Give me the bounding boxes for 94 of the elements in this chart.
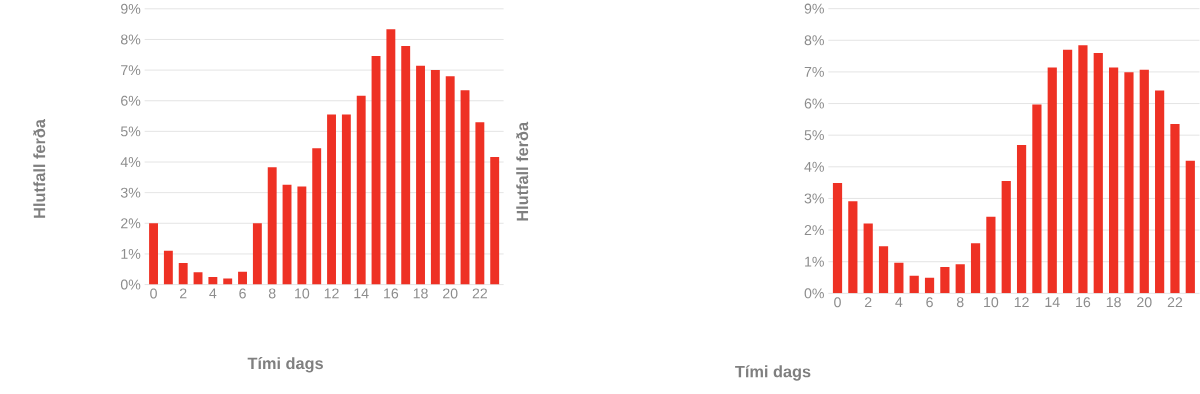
x-tick-label: 10 (984, 297, 999, 308)
bar (267, 167, 277, 285)
bar (1078, 45, 1088, 294)
bar (327, 114, 336, 285)
x-tick-label: 4 (209, 288, 217, 299)
x-tick-label: 20 (443, 288, 458, 299)
x-tick-label: 6 (239, 288, 246, 299)
x-tick-label: 12 (324, 288, 339, 299)
bar (970, 243, 981, 294)
y-tick-label: 4% (120, 157, 141, 167)
bar (297, 186, 307, 285)
y-tick-label: 1% (805, 256, 824, 267)
bar (163, 250, 173, 285)
y-tick-label: 8% (120, 34, 141, 45)
bar (341, 114, 351, 285)
y-axis-title: Hlutfall ferða (33, 118, 46, 218)
bar (1139, 69, 1149, 294)
x-tick-label: 8 (268, 288, 276, 299)
x-tick-label: 12 (1014, 297, 1029, 308)
x-tick-label: 10 (295, 288, 310, 299)
bar (1032, 104, 1042, 294)
x-tick-label: 16 (384, 288, 399, 299)
x-tick-label: 14 (354, 288, 369, 299)
x-tick-label: 20 (1137, 297, 1152, 308)
bar (1062, 49, 1073, 294)
bar (863, 223, 873, 294)
y-tick-label: 3% (120, 187, 141, 198)
bar (252, 223, 262, 285)
bar (386, 29, 396, 285)
bar (832, 182, 843, 294)
bar (430, 70, 440, 285)
x-tick-label: 22 (472, 288, 488, 299)
x-axis-title: Tími dags (735, 365, 811, 381)
bar (149, 223, 158, 285)
y-tick-label: 8% (804, 35, 824, 46)
x-tick-label: 18 (413, 288, 428, 299)
bar (460, 90, 470, 285)
y-tick-label: 3% (804, 193, 824, 204)
bar (1170, 124, 1180, 294)
x-tick-label: 14 (1045, 297, 1060, 307)
bar (1047, 67, 1057, 294)
x-tick-label: 0 (834, 297, 841, 308)
y-tick-label: 0% (120, 279, 141, 290)
y-tick-label: 1% (121, 248, 141, 259)
bar (1185, 160, 1195, 294)
x-tick-label: 2 (179, 288, 187, 299)
y-tick-label: 5% (804, 130, 824, 141)
bar (312, 148, 322, 285)
y-tick-label: 0% (804, 288, 824, 299)
x-tick-label: 6 (926, 297, 933, 308)
x-tick-label: 16 (1076, 297, 1091, 308)
y-tick-label: 9% (121, 3, 141, 14)
bar (924, 277, 935, 294)
x-tick-label: 4 (895, 297, 903, 307)
x-tick-label: 0 (150, 288, 157, 299)
x-tick-label: 18 (1106, 297, 1121, 308)
bar (1016, 144, 1027, 294)
bar (238, 271, 247, 285)
y-tick-label: 2% (121, 218, 141, 229)
bar (1124, 72, 1134, 294)
bar (940, 267, 950, 294)
bar (1155, 90, 1165, 294)
x-tick-label: 8 (956, 297, 964, 308)
bar (223, 278, 233, 285)
bar (178, 263, 188, 285)
bar (848, 201, 858, 294)
y-tick-label: 9% (804, 3, 824, 14)
bar (371, 55, 381, 285)
bar (894, 262, 904, 294)
x-axis-title: Tími dags (247, 356, 323, 373)
bar (401, 45, 411, 285)
bar (986, 216, 996, 294)
bar (1093, 52, 1103, 294)
bar (445, 76, 455, 285)
y-tick-label: 6% (121, 95, 141, 106)
bar (878, 246, 889, 294)
bar (356, 95, 366, 285)
bar (416, 65, 425, 285)
y-tick-label: 6% (804, 98, 824, 109)
y-tick-label: 2% (804, 225, 824, 235)
x-tick-label: 22 (1167, 297, 1183, 308)
y-tick-label: 7% (121, 65, 141, 75)
y-tick-label: 7% (804, 66, 824, 77)
x-tick-label: 2 (864, 297, 872, 308)
bar (490, 157, 500, 285)
bar (1001, 180, 1011, 294)
y-tick-label: 4% (804, 161, 824, 172)
bar (909, 275, 919, 294)
bar (475, 122, 485, 285)
y-tick-label: 5% (120, 126, 141, 137)
bar (208, 276, 218, 285)
y-axis-title: Hlutfall ferða (516, 121, 529, 221)
bar (955, 264, 965, 294)
bar (1109, 67, 1119, 294)
